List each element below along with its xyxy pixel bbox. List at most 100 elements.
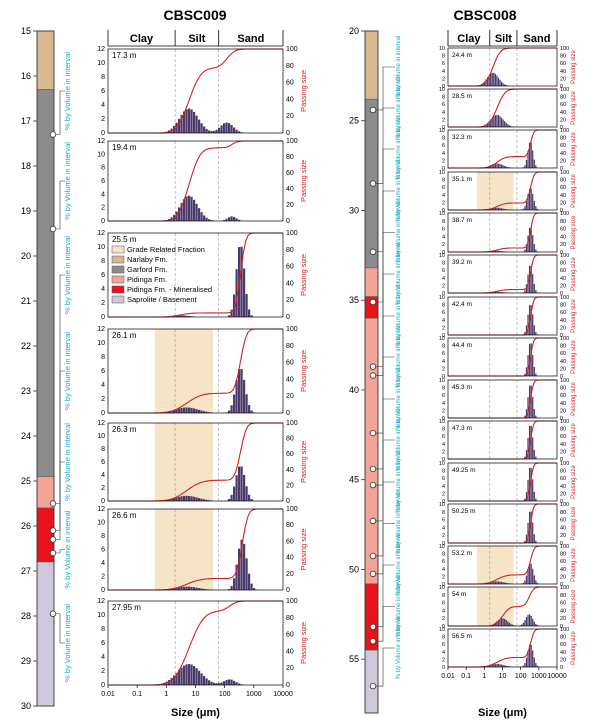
ylabel-left: % by Volume in interval <box>63 52 72 130</box>
histogram-bar <box>200 588 203 590</box>
sample-depth-label: 42.4 m <box>452 301 472 308</box>
right-tick-label: 40 <box>560 276 566 282</box>
histogram-bar <box>183 199 186 221</box>
left-tick-label: 10 <box>97 612 105 619</box>
right-tick-label: 80 <box>560 136 566 142</box>
ylabel-right: Passing size <box>299 350 308 392</box>
histogram-bar <box>205 128 208 133</box>
ylabel-right: Passing size <box>299 528 308 570</box>
histogram-bar <box>493 581 495 584</box>
histogram-bar <box>188 108 191 133</box>
histogram-bar <box>203 588 206 590</box>
histogram-bar <box>497 619 500 626</box>
histogram-bar <box>535 456 537 459</box>
histogram-bar <box>505 582 507 584</box>
histogram-bar <box>536 208 539 210</box>
histogram-bar <box>238 131 241 133</box>
histogram-bar <box>178 118 181 133</box>
histogram-bar <box>496 250 498 252</box>
histogram-bar <box>505 85 507 86</box>
right-tick-label: 100 <box>560 253 569 259</box>
right-tick-label: 40 <box>560 401 566 407</box>
histogram-bar <box>178 315 181 317</box>
right-tick-label: 100 <box>560 336 569 342</box>
right-tick-label: 0 <box>286 682 290 689</box>
histogram-bar <box>525 492 528 501</box>
depth-tick-label: 18 <box>21 161 31 171</box>
histogram-bar <box>193 496 196 501</box>
ylabel-right: Passing size <box>571 339 577 373</box>
histogram-bar <box>245 486 248 501</box>
right-tick-label: 80 <box>286 154 294 161</box>
left-tick-label: 10 <box>439 544 445 550</box>
left-tick-label: 12 <box>97 138 105 145</box>
histogram-bar <box>240 466 243 501</box>
histogram-bar <box>524 620 526 626</box>
ylabel-right: Passing size <box>571 90 577 124</box>
sample-depth-marker <box>49 500 57 507</box>
ylabel-left: % by Volume in interval <box>63 510 72 588</box>
histogram-bar <box>500 208 503 210</box>
histogram-bar <box>230 216 233 221</box>
panel-frame <box>107 328 284 414</box>
histogram-bar <box>494 163 496 168</box>
histogram-bar <box>524 331 526 335</box>
right-tick-label: 80 <box>286 436 294 443</box>
sample-connector <box>376 564 395 628</box>
ylabel-right: Passing size <box>299 441 308 483</box>
histogram-bar <box>198 208 201 221</box>
histogram-bar <box>535 249 537 252</box>
histogram-bar <box>240 132 243 133</box>
right-tick-label: 60 <box>286 80 294 87</box>
histogram-bar <box>488 75 490 86</box>
x-tick-label: 10 <box>499 673 507 680</box>
histogram-bar <box>188 664 191 685</box>
histogram-bar <box>233 486 236 501</box>
right-tick-label: 100 <box>560 461 569 467</box>
right-tick-label: 60 <box>560 642 566 648</box>
histogram-bar <box>527 150 529 168</box>
right-tick-label: 0 <box>560 665 563 671</box>
histogram-bar <box>203 215 206 221</box>
left-tick-label: 12 <box>97 598 105 605</box>
sample-connector <box>376 439 395 522</box>
histogram-bar <box>524 663 526 667</box>
histogram-bar <box>228 217 231 221</box>
left-tick-label: 12 <box>97 326 105 333</box>
left-tick-label: 8 <box>442 261 445 267</box>
left-tick-label: 2 <box>101 396 105 403</box>
histogram-bar <box>230 125 233 133</box>
sample-connector <box>376 606 395 642</box>
histogram-bar <box>500 292 503 293</box>
histogram-bar <box>491 72 493 86</box>
histogram-bar <box>233 680 236 685</box>
histogram-bar <box>524 249 526 252</box>
left-tick-label: 2 <box>442 616 445 622</box>
right-tick-label: 100 <box>286 420 298 427</box>
left-tick-label: 6 <box>442 310 445 316</box>
histogram-bar <box>510 623 512 626</box>
grade-fraction-band <box>477 172 514 210</box>
histogram-bar <box>499 618 501 626</box>
right-tick-label: 20 <box>560 491 566 497</box>
ylabel-left: % by Volume in interval <box>396 617 402 679</box>
histogram-bar <box>524 165 526 168</box>
histogram-bar <box>188 407 191 413</box>
histogram-bar <box>524 456 526 459</box>
x-tick-label: 0.01 <box>441 673 455 680</box>
histogram-bar <box>532 235 534 252</box>
sample-depth-label: 38.7 m <box>452 217 472 224</box>
depth-tick-label: 25 <box>349 116 359 126</box>
left-tick-label: 0 <box>101 498 105 505</box>
histogram-bar <box>195 115 198 133</box>
left-tick-label: 2 <box>101 485 105 492</box>
histogram-bar <box>496 663 498 667</box>
histogram-bar <box>521 624 523 626</box>
histogram-bar <box>497 77 500 86</box>
strat-unit-saprolite <box>36 561 55 707</box>
histogram-bar <box>173 588 176 590</box>
histogram-bar <box>530 343 532 376</box>
histogram-bar <box>223 123 226 133</box>
histogram-bar <box>530 188 532 210</box>
